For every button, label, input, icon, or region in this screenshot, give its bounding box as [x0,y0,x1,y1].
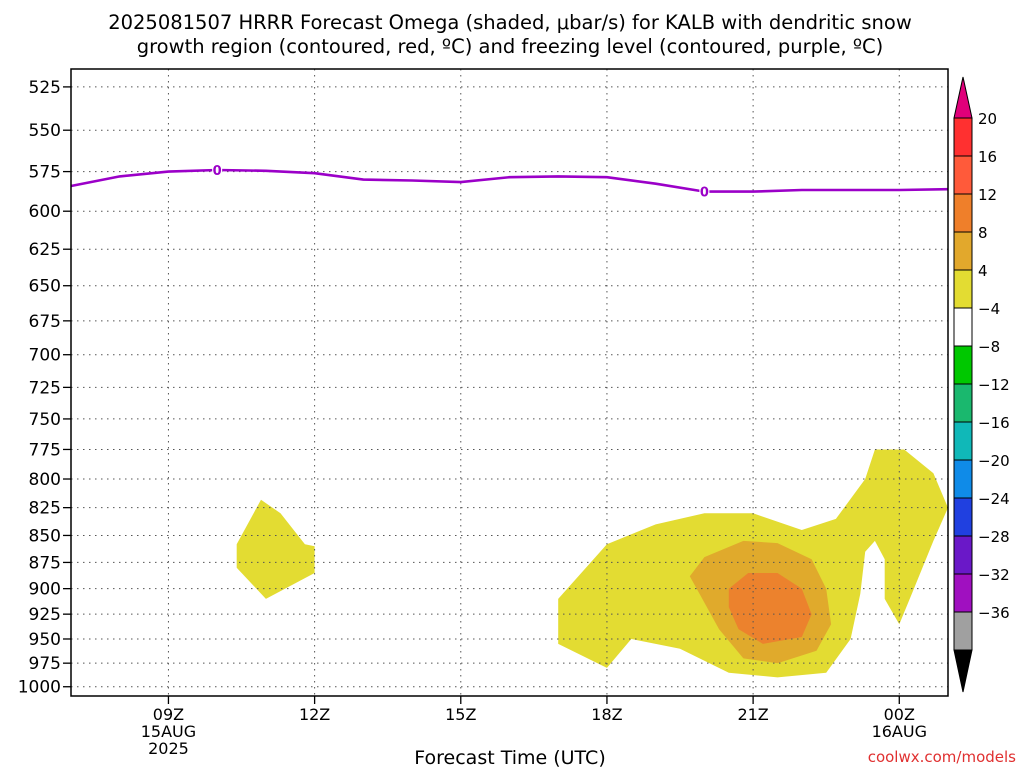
colorbar-label: 20 [978,110,997,128]
colorbar-label: −4 [978,300,1000,318]
colorbar-band [953,459,973,499]
freezing-level-label: 0 [700,186,709,201]
y-tick-label: 1000 [18,678,61,698]
colorbar-label: −24 [978,490,1010,508]
colorbar-label: −12 [978,376,1010,394]
y-tick-label: 525 [29,78,61,98]
colorbar-band [953,611,973,651]
credit-text: coolwx.com/models [868,748,1016,766]
freezing-level-line [70,168,949,193]
omega-region-3 [728,573,812,644]
contour-label-bg [699,184,710,199]
colorbar-label: 8 [978,224,988,242]
omega-region-0 [236,499,315,599]
contour-label-bg [212,162,223,177]
freezing-level-layer: 00 [70,162,949,201]
y-tick-label: 650 [29,277,61,297]
colorbar-bottom-arrow [953,649,973,693]
x-tick-label: 00Z [884,705,915,724]
colorbar-band [953,193,973,233]
colorbar-band [953,383,973,423]
colorbar-label: 12 [978,186,997,204]
y-tick-label: 600 [29,202,61,222]
y-tick-label: 700 [29,346,61,366]
chart-title-line2: growth region (contoured, red, ºC) and f… [137,35,884,58]
y-tick-label: 750 [29,410,61,430]
x-tick-label: 12Z [299,705,330,724]
x-tick-date: 16AUG [872,722,927,741]
colorbar-band [953,497,973,537]
x-tick-label: 09Z [153,705,184,724]
colorbar-label: −16 [978,414,1010,432]
x-tick-label: 15Z [445,705,476,724]
colorbar-band [953,269,973,309]
colorbar-band [953,155,973,195]
grid-lines [71,69,948,696]
colorbar-band [953,573,973,613]
colorbar-top-arrow [953,76,973,119]
y-tick-label: 800 [29,470,61,490]
colorbar-label: 4 [978,262,988,280]
omega-shading [236,449,948,678]
colorbar-band [953,307,973,347]
y-tick-label: 825 [29,499,61,519]
y-tick-label: 925 [29,605,61,625]
colorbar-label: −28 [978,528,1010,546]
plot-frame [70,68,949,697]
y-tick-label: 725 [29,378,61,398]
y-tick-label: 975 [29,654,61,674]
y-tick-label: 775 [29,440,61,460]
y-tick-label: 950 [29,630,61,650]
y-axis: 525 550 575 600 625 650 675 700 725 750 775 800 825 8… [18,78,71,698]
colorbar-band [953,535,973,575]
y-tick-label: 575 [29,163,61,183]
y-tick-label: 675 [29,312,61,332]
colorbar-label: −8 [978,338,1000,356]
x-tick-date: 15AUG [141,722,196,741]
y-tick-label: 550 [29,121,61,141]
colorbar-label: 16 [978,148,997,166]
freezing-level-label: 0 [213,164,222,179]
colorbar-band [953,231,973,271]
x-tick-label: 18Z [591,705,622,724]
colorbar-label: −20 [978,452,1010,470]
colorbar-band [953,117,973,157]
y-tick-label: 875 [29,553,61,573]
x-tick-label: 21Z [737,705,768,724]
colorbar-band [953,345,973,385]
x-axis-label: Forecast Time (UTC) [414,747,605,768]
colorbar: 20 16 12 8 4 −4 −8 −12 −16 −20 −24 −28 −32 −36 [953,76,1010,693]
colorbar-band [953,421,973,461]
y-tick-label: 625 [29,240,61,260]
colorbar-label: −36 [978,604,1010,622]
y-tick-label: 850 [29,526,61,546]
y-tick-label: 900 [29,580,61,600]
x-tick-year: 2025 [148,739,189,758]
colorbar-label: −32 [978,566,1010,584]
chart-title-line1: 2025081507 HRRR Forecast Omega (shaded, … [108,11,912,34]
